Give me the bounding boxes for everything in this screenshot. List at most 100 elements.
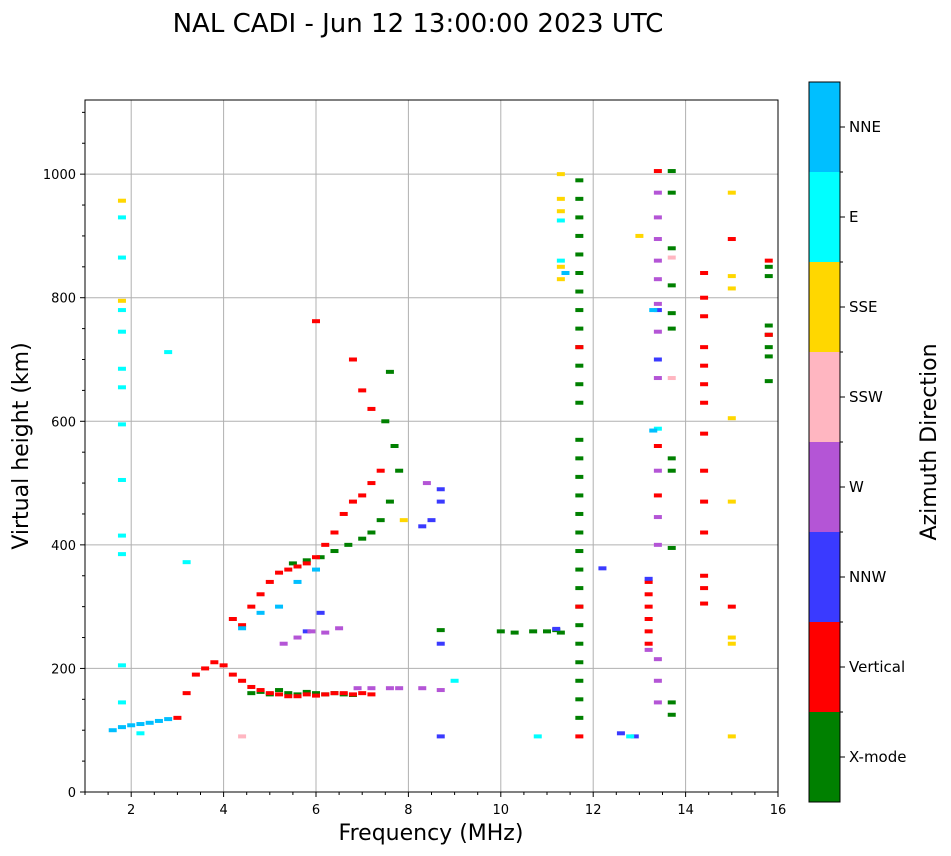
data-point [575, 623, 584, 628]
data-point [164, 717, 173, 722]
colorbar-tick-label: Vertical [849, 658, 905, 676]
data-point [667, 169, 676, 174]
data-point [653, 468, 662, 473]
colorbar: X-mode Vertical NNW W SSW SSE E NNE [808, 81, 906, 803]
data-point [302, 561, 311, 566]
data-point [764, 264, 773, 269]
data-point [700, 530, 709, 535]
data-point [117, 533, 126, 538]
series-nne [108, 271, 658, 733]
data-point [284, 567, 293, 572]
data-point [293, 635, 302, 640]
colorbar-swatch-nnw [809, 532, 840, 622]
data-point [700, 314, 709, 319]
data-point [653, 215, 662, 220]
data-point [727, 641, 736, 646]
data-point [312, 555, 320, 560]
data-point [358, 388, 367, 393]
ticks-layer: 2 4 6 8 10 12 14 16 0 200 400 600 800 1000 [43, 111, 786, 818]
data-point [450, 678, 459, 683]
data-point [219, 663, 228, 668]
data-point [556, 209, 565, 214]
data-point [117, 663, 126, 668]
data-point [367, 692, 376, 697]
data-point [321, 692, 330, 697]
data-point [653, 542, 662, 547]
data-point [256, 592, 265, 597]
colorbar-swatch-e [809, 172, 840, 262]
data-point [653, 493, 662, 498]
data-point [575, 437, 584, 442]
y-axis-label: Virtual height (km) [9, 342, 34, 549]
data-point [556, 196, 565, 201]
data-point [653, 329, 662, 334]
data-point [653, 657, 662, 662]
data-point [653, 190, 662, 195]
data-point [644, 579, 653, 584]
data-point [117, 298, 126, 303]
data-point [575, 308, 584, 313]
data-point [312, 567, 320, 572]
data-point [727, 635, 736, 640]
series-e [117, 215, 662, 739]
series-x-mode [247, 169, 773, 720]
data-point [764, 323, 773, 328]
data-point [302, 692, 311, 697]
data-point [182, 560, 191, 565]
data-point [312, 691, 320, 696]
data-point [279, 641, 288, 646]
data-point [700, 601, 709, 606]
data-point [644, 629, 653, 634]
data-point [390, 444, 399, 448]
data-point [575, 289, 584, 294]
data-point [575, 271, 584, 275]
series-vertical [173, 169, 773, 739]
data-point [575, 511, 584, 516]
colorbar-tick-label: NNE [849, 118, 881, 136]
data-point [385, 686, 394, 691]
data-point [348, 499, 357, 504]
data-point [367, 686, 376, 691]
data-point [256, 688, 265, 693]
x-tick-label: 14 [677, 803, 694, 818]
data-point [727, 734, 736, 739]
data-point [653, 308, 662, 313]
data-point [256, 610, 265, 615]
data-point [649, 308, 658, 313]
data-point [312, 319, 320, 324]
data-point [556, 277, 565, 282]
data-point [653, 376, 662, 381]
data-point [700, 573, 709, 578]
data-point [117, 308, 126, 313]
data-point [293, 564, 302, 569]
data-point [667, 468, 676, 473]
data-point [496, 629, 505, 634]
data-point [644, 604, 653, 609]
data-point [367, 406, 376, 411]
data-point [117, 198, 126, 203]
data-point [284, 691, 293, 696]
data-point [284, 694, 293, 699]
data-point [367, 481, 376, 486]
data-point [395, 468, 404, 473]
y-tick-label: 0 [68, 786, 76, 801]
data-point [288, 561, 297, 566]
data-point [307, 629, 316, 634]
data-point [575, 345, 584, 350]
data-point [395, 686, 404, 691]
data-point [348, 357, 357, 362]
data-point [575, 215, 584, 220]
x-tick-label: 10 [493, 803, 510, 818]
data-point [265, 579, 274, 584]
data-point [667, 190, 676, 195]
data-point [616, 731, 625, 736]
data-point [436, 688, 445, 693]
data-point [635, 233, 644, 238]
data-point [630, 734, 639, 739]
x-tick-label: 4 [219, 803, 227, 818]
data-point [339, 511, 348, 516]
data-point [436, 487, 445, 492]
data-point [418, 524, 427, 529]
data-point [575, 363, 584, 368]
colorbar-tick-label: W [849, 478, 864, 496]
